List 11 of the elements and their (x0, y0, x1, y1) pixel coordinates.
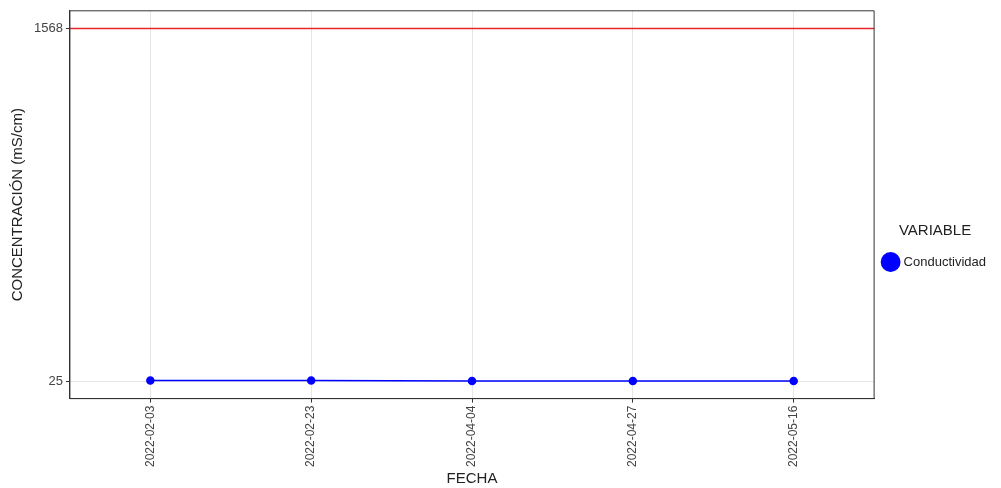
x-tick-label: 2022-04-04 (464, 405, 479, 468)
y-axis-title: CONCENTRACIÓN (mS/cm) (8, 108, 26, 302)
y-tick-label: 25 (48, 372, 63, 388)
x-tick-label: 2022-04-27 (625, 405, 640, 468)
x-axis-title: FECHA (446, 469, 498, 487)
legend-label: Conductividad (903, 253, 986, 269)
x-tick-label: 2022-05-16 (786, 405, 801, 468)
x-tick-label: 2022-02-03 (142, 405, 157, 468)
x-tick-label: 2022-02-23 (303, 405, 318, 468)
y-tick-label: 1568 (34, 19, 63, 35)
legend-title: VARIABLE (898, 221, 972, 239)
